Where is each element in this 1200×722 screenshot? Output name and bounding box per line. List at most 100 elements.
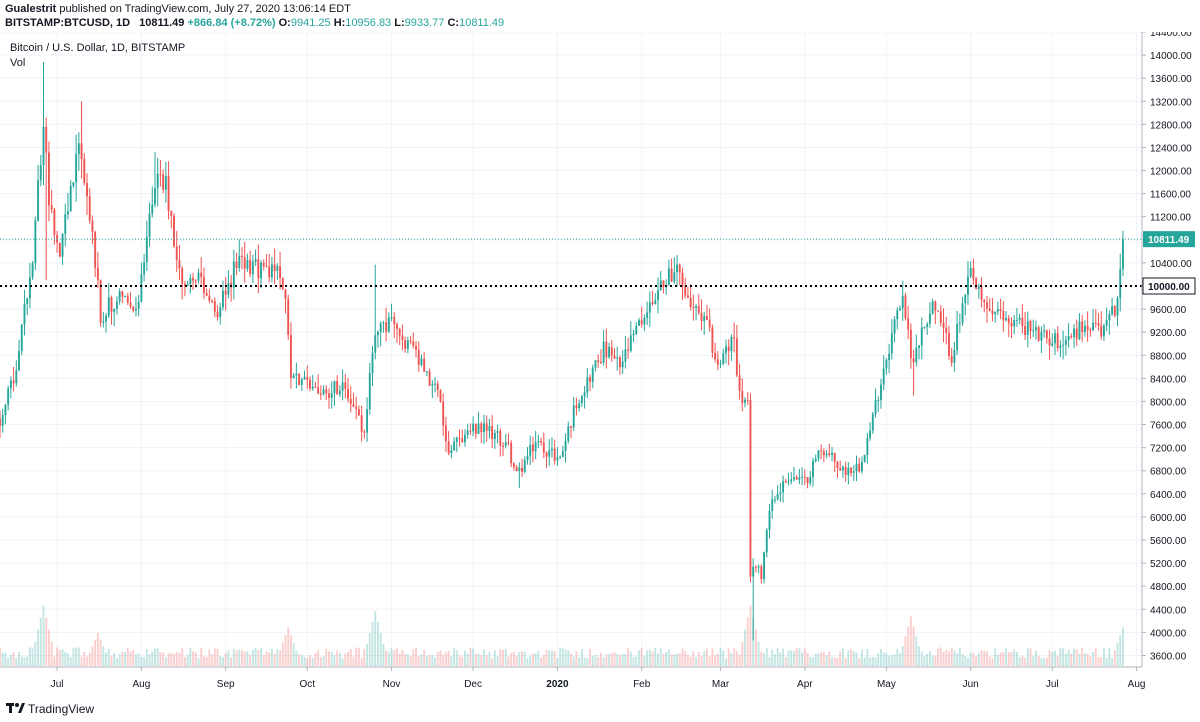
- volume-bar: [1122, 627, 1124, 666]
- candle-body: [368, 372, 371, 410]
- tradingview-logo-icon[interactable]: [6, 701, 26, 715]
- volume-bar: [129, 651, 132, 666]
- candle-body: [53, 209, 56, 235]
- candle-body: [344, 382, 347, 389]
- price-tick-label: 12400.00: [1150, 143, 1192, 154]
- candle-body: [700, 312, 703, 322]
- time-axis[interactable]: Jul Aug Sep Oct Nov Dec 2020 Feb Mar Apr May Jun Jul…: [51, 667, 1146, 690]
- volume-bar: [950, 647, 953, 666]
- candle-body: [1081, 321, 1084, 333]
- candle-body: [145, 237, 148, 263]
- candle-body: [1032, 330, 1035, 332]
- volume-bar: [183, 657, 186, 666]
- volume-bar: [417, 656, 420, 666]
- volume-bars: [0, 605, 1124, 666]
- volume-bar: [409, 656, 412, 666]
- volume-bar: [1105, 657, 1108, 666]
- tradingview-brand[interactable]: TradingView: [28, 702, 95, 716]
- volume-bar: [251, 649, 254, 666]
- candle-body: [1119, 268, 1122, 299]
- candle-body: [464, 434, 466, 443]
- candle-body: [31, 263, 34, 278]
- volume-bar: [556, 657, 559, 666]
- volume-bar: [733, 648, 736, 666]
- candle-body: [988, 308, 991, 311]
- volume-bar: [317, 649, 320, 666]
- volume-bar: [529, 655, 532, 666]
- volume-bar: [7, 657, 10, 666]
- volume-bar: [164, 657, 167, 666]
- candle-body: [474, 423, 477, 434]
- volume-bar: [162, 652, 165, 666]
- volume-bar: [583, 657, 586, 666]
- candle-body: [695, 306, 698, 308]
- volume-bar: [355, 647, 358, 666]
- volume-bar: [279, 650, 282, 666]
- volume-bar: [113, 653, 116, 666]
- candle-body: [58, 242, 61, 257]
- candle-body: [1097, 323, 1100, 326]
- price-tick-label: 6400.00: [1150, 490, 1187, 501]
- open-value: 9941.25: [290, 17, 331, 29]
- volume-bar: [1075, 649, 1078, 666]
- candle-body: [874, 400, 877, 414]
- candle-body: [708, 319, 711, 328]
- volume-bar: [20, 656, 23, 666]
- price-chart[interactable]: Bitcoin / U.S. Dollar, 1D, BITSTAMP Vol …: [0, 32, 1200, 697]
- volume-bar: [398, 653, 401, 666]
- volume-bar: [608, 654, 611, 666]
- candle-body: [926, 323, 929, 327]
- volume-bar: [730, 653, 733, 666]
- candle-body: [4, 404, 7, 416]
- price-tick-label: 7200.00: [1150, 444, 1187, 455]
- candle-body: [632, 334, 635, 336]
- volume-bar: [363, 648, 366, 666]
- volume-bar: [406, 654, 409, 666]
- candle-body: [20, 324, 23, 351]
- volume-bar: [833, 657, 836, 666]
- volume-bar: [570, 653, 572, 666]
- volume-bar: [496, 656, 499, 666]
- volume-bar: [333, 655, 336, 666]
- candle-body: [67, 211, 69, 215]
- price-tick-label: 8400.00: [1150, 374, 1187, 385]
- chart-title: Bitcoin / U.S. Dollar, 1D, BITSTAMP: [10, 42, 185, 54]
- volume-bar: [967, 657, 969, 666]
- candle-body: [578, 403, 581, 409]
- volume-bar: [918, 646, 920, 666]
- candle-body: [436, 383, 439, 391]
- volume-bar: [1081, 647, 1084, 666]
- volume-bar: [311, 657, 314, 666]
- volume-bar: [752, 617, 755, 666]
- candle-body: [213, 301, 216, 312]
- volume-bar: [999, 652, 1002, 666]
- price-axis[interactable]: 3600.00 4000.00 4400.00 4800.00 5200.00 5600.…: [1142, 32, 1192, 662]
- candle-body: [273, 264, 276, 272]
- volume-bar: [178, 652, 181, 666]
- candle-body: [336, 381, 339, 395]
- volume-bar: [559, 647, 562, 666]
- candle-body: [453, 441, 456, 451]
- volume-bar: [763, 653, 766, 666]
- volume-bar: [26, 656, 29, 666]
- candle-body: [583, 392, 586, 397]
- volume-bar: [493, 650, 496, 666]
- candle-body: [725, 346, 727, 354]
- volume-bar: [499, 649, 502, 666]
- volume-bar: [640, 647, 643, 666]
- candle-body: [553, 448, 556, 461]
- candle-body: [360, 415, 363, 432]
- candle-body: [23, 303, 26, 325]
- volume-bar: [646, 650, 649, 666]
- volume-bar: [877, 653, 880, 666]
- candle-body: [735, 338, 738, 376]
- candle-body: [64, 214, 67, 234]
- volume-bar: [983, 650, 986, 666]
- author-name[interactable]: Gualestrit: [5, 3, 57, 15]
- candle-body: [912, 358, 915, 363]
- volume-bar: [1094, 648, 1097, 666]
- candle-body: [222, 290, 224, 308]
- candle-body: [888, 353, 891, 361]
- candle-body: [1056, 333, 1059, 348]
- candle-body: [15, 370, 18, 384]
